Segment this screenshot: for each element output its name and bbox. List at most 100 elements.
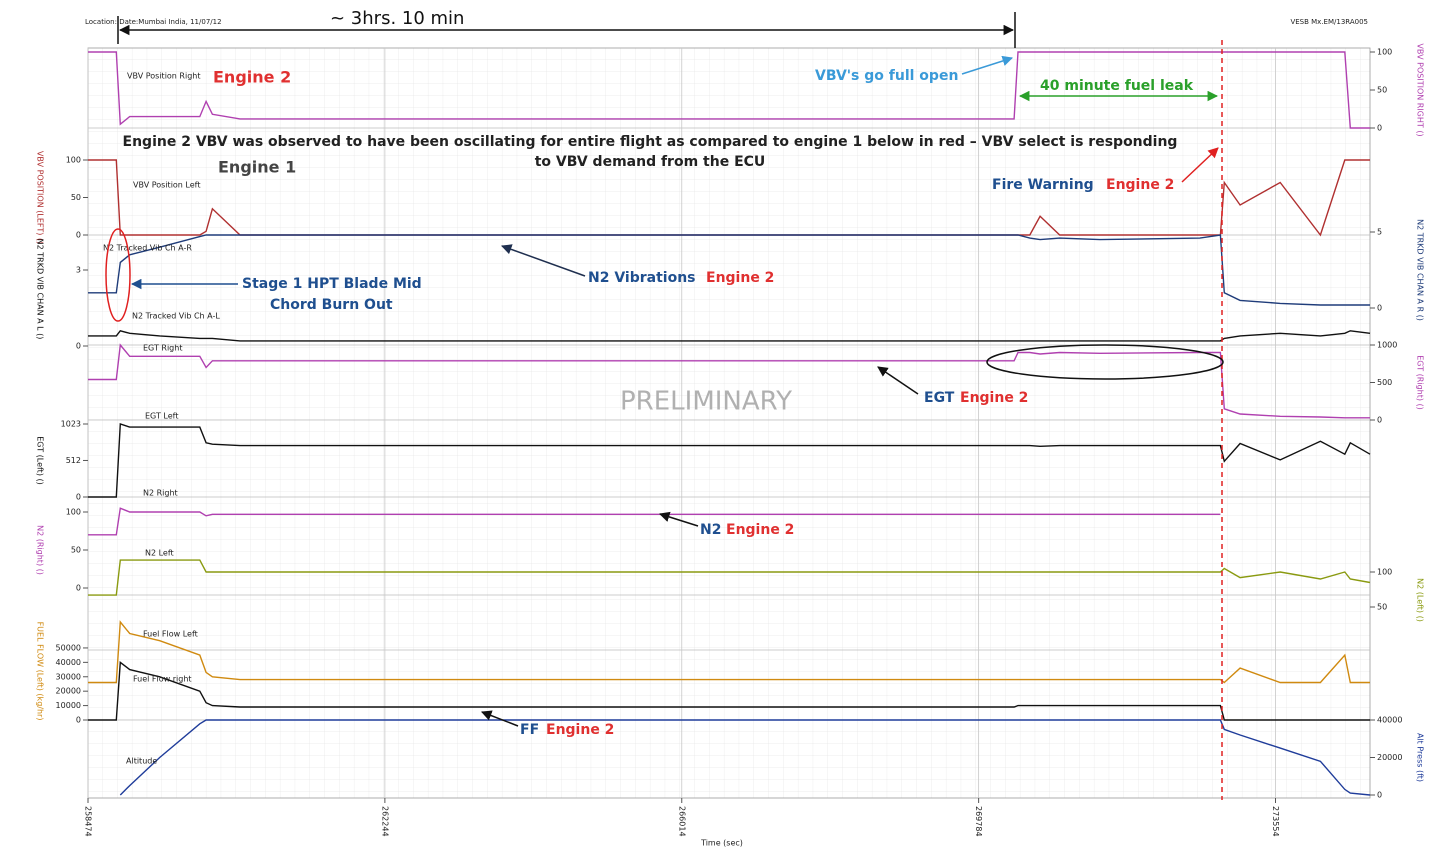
- x-axis-label: Time (sec): [700, 839, 743, 848]
- series-label: N2 Left: [145, 549, 174, 558]
- y2-tick-label: 0: [1377, 791, 1382, 800]
- y-tick-label: 0: [76, 342, 81, 351]
- y2-tick-label: 40000: [1377, 716, 1402, 725]
- annotation: Engine 2: [726, 522, 794, 538]
- y-tick-label: 40000: [56, 658, 81, 667]
- series-line: [88, 661, 1370, 721]
- arrow: [658, 511, 699, 527]
- series-label: N2 Tracked Vib Ch A-R: [103, 244, 192, 253]
- annotation: PRELIMINARY: [620, 387, 792, 417]
- y-tick-label: 20000: [56, 687, 81, 696]
- annotation: VESB Mx.EM/13RA005: [1290, 18, 1368, 26]
- arrow: [961, 55, 1014, 75]
- y-axis-label: N2 (Right) (): [36, 525, 45, 575]
- y2-tick-label: 50: [1377, 86, 1387, 95]
- series-line: [88, 330, 1371, 342]
- y2-tick-label: 100: [1377, 48, 1392, 57]
- x-tick-label: 266014: [677, 806, 686, 837]
- y2-axis-label: VBV POSITION RIGHT (): [1416, 43, 1425, 136]
- y2-axis-label: N2 TRKD VIB CHAN A R (): [1416, 219, 1425, 321]
- arrow: [1181, 147, 1219, 183]
- annotation: EGT: [924, 390, 955, 406]
- series-label: Fuel Flow Left: [143, 630, 198, 639]
- series-line: [88, 234, 1370, 306]
- y2-tick-label: 0: [1377, 416, 1382, 425]
- annotation: Engine 1: [218, 158, 296, 177]
- y2-tick-label: 1000: [1377, 341, 1397, 350]
- y-tick-label: 30000: [56, 672, 81, 681]
- arrow: [877, 366, 919, 395]
- y2-tick-label: 0: [1377, 304, 1382, 313]
- annotation: to VBV demand from the ECU: [535, 154, 766, 170]
- series-line: [88, 507, 1221, 536]
- series-line: [88, 559, 1371, 596]
- annotation: Engine 2: [706, 270, 774, 286]
- y2-tick-label: 100: [1377, 568, 1392, 577]
- series-line: [88, 620, 1370, 684]
- series-line: [88, 343, 1370, 419]
- annotation: 40 minute fuel leak: [1040, 78, 1194, 94]
- series-label: VBV Position Left: [133, 181, 200, 190]
- series-label: N2 Tracked Vib Ch A-L: [132, 312, 220, 321]
- y-tick-label: 0: [76, 584, 81, 593]
- x-tick-label: 258474: [84, 806, 93, 837]
- annotation: Engine 2: [1106, 177, 1174, 193]
- y2-tick-label: 5: [1377, 228, 1382, 237]
- y2-tick-label: 0: [1377, 124, 1382, 133]
- series-label: EGT Left: [145, 412, 178, 421]
- annotation: VBV's go full open: [815, 68, 958, 84]
- annotation: N2 Vibrations: [588, 270, 696, 286]
- y-tick-label: 0: [76, 493, 81, 502]
- y-tick-label: 3: [76, 266, 81, 275]
- y-tick-label: 0: [76, 716, 81, 725]
- x-tick-label: 269784: [974, 806, 983, 837]
- annotation: N2: [700, 522, 721, 538]
- y-tick-label: 100: [66, 508, 81, 517]
- annotation: Location: Date:Mumbai India, 11/07/12: [85, 18, 222, 26]
- y-tick-label: 10000: [56, 701, 81, 710]
- y2-axis-label: EGT (Right) (): [1416, 355, 1425, 410]
- y-tick-label: 512: [66, 456, 81, 465]
- y-axis-label: EGT (Left) (): [36, 436, 45, 484]
- annotation: ~ 3hrs. 10 min: [330, 8, 464, 29]
- y2-axis-label: N2 (Left) (): [1416, 578, 1425, 622]
- y2-axis-label: Alt Press (ft): [1416, 733, 1425, 782]
- arrow: [481, 710, 519, 727]
- y-tick-label: 50: [71, 193, 81, 202]
- x-tick-label: 262244: [380, 806, 389, 837]
- series-label: Fuel Flow right: [133, 675, 192, 684]
- y-tick-label: 1023: [61, 420, 81, 429]
- y2-tick-label: 500: [1377, 378, 1392, 387]
- highlight-ellipse: [105, 228, 131, 322]
- series-label: EGT Right: [143, 344, 182, 353]
- y-axis-label: VBV POSITION (LEFT) (): [36, 151, 45, 244]
- arrow: [501, 244, 586, 277]
- y-tick-label: 100: [66, 156, 81, 165]
- y-axis-label: FUEL FLOW (Left) (kg/hr): [36, 622, 45, 721]
- y-tick-label: 50: [71, 546, 81, 555]
- x-tick-label: 273554: [1271, 806, 1280, 837]
- annotation: Engine 2: [213, 68, 291, 87]
- y-axis-label: N2 TRKD VIB CHAN A L (): [36, 239, 45, 340]
- plot-area: [87, 47, 1371, 799]
- highlight-ellipse: [986, 344, 1224, 380]
- y-tick-label: 0: [76, 231, 81, 240]
- series-line: [88, 51, 1370, 129]
- annotation: FF: [520, 722, 539, 738]
- annotation: Engine 2: [960, 390, 1028, 406]
- annotation: Stage 1 HPT Blade Mid: [242, 276, 422, 292]
- series-label: Altitude: [126, 757, 157, 766]
- annotation: Engine 2: [546, 722, 614, 738]
- annotation: Chord Burn Out: [270, 297, 393, 313]
- y-tick-label: 50000: [56, 643, 81, 652]
- series-label: VBV Position Right: [127, 72, 201, 81]
- y2-tick-label: 20000: [1377, 753, 1402, 762]
- series-label: N2 Right: [143, 489, 178, 498]
- series-line: [119, 719, 1371, 796]
- annotation: Engine 2 VBV was observed to have been o…: [123, 134, 1178, 150]
- annotation: Fire Warning: [992, 177, 1094, 193]
- y2-tick-label: 50: [1377, 603, 1387, 612]
- series-line: [88, 423, 1371, 498]
